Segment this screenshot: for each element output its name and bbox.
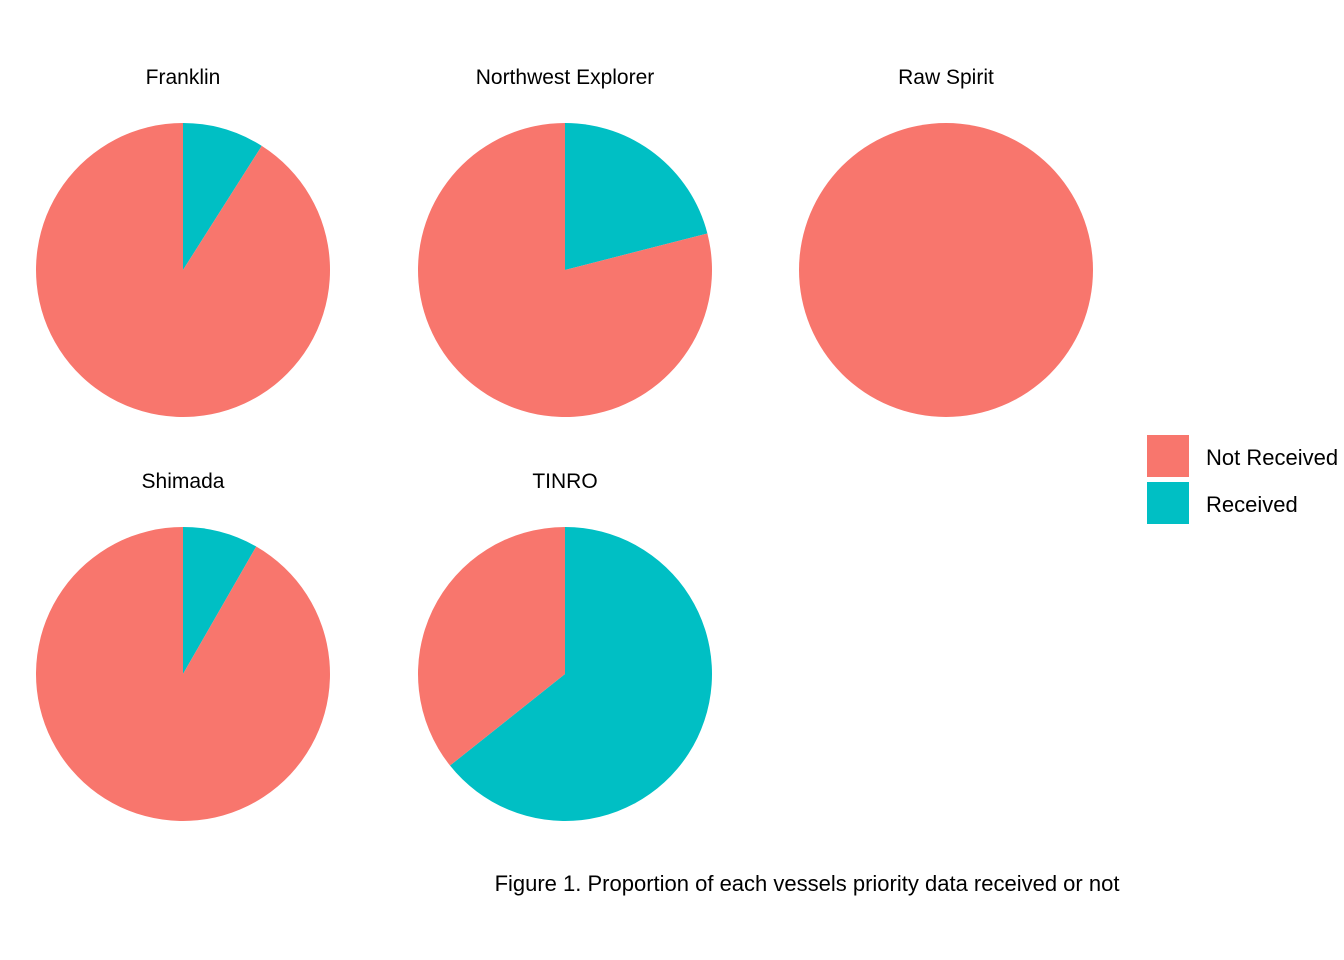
pie-panel-shimada: Shimada bbox=[35, 470, 330, 821]
legend: Not Received Received bbox=[1147, 435, 1338, 524]
pie-slice-northwest-explorer-not-received bbox=[417, 122, 712, 417]
panel-title-shimada: Shimada bbox=[142, 470, 225, 493]
panel-title-franklin: Franklin bbox=[146, 66, 221, 89]
legend-label-not-received: Not Received bbox=[1206, 445, 1338, 470]
panel-title-raw-spirit: Raw Spirit bbox=[898, 66, 994, 89]
panel-title-northwest-explorer: Northwest Explorer bbox=[476, 66, 655, 89]
pie-slice-franklin-received bbox=[183, 123, 262, 270]
pie-slice-tinro-received bbox=[449, 527, 713, 821]
pie-slice-shimada-not-received bbox=[35, 527, 330, 821]
pie-slice-shimada-received bbox=[183, 527, 257, 674]
legend-label-received: Received bbox=[1206, 492, 1298, 517]
pie-panel-franklin: Franklin bbox=[36, 66, 331, 417]
pie-slice-tinro-not-received bbox=[418, 527, 565, 766]
panel-title-tinro: TINRO bbox=[532, 470, 597, 493]
pie-panel-raw-spirit: Raw Spirit bbox=[799, 66, 1093, 417]
pie-slice-raw-spirit-not-received bbox=[799, 123, 1093, 417]
pie-slice-franklin-not-received bbox=[36, 123, 331, 417]
pie-slice-northwest-explorer-received bbox=[565, 123, 708, 270]
legend-swatch-received bbox=[1147, 482, 1189, 524]
figure-caption: Figure 1. Proportion of each vessels pri… bbox=[495, 871, 1120, 896]
pie-panel-northwest-explorer: Northwest Explorer bbox=[417, 66, 712, 417]
legend-swatch-not-received bbox=[1147, 435, 1189, 477]
pie-panel-tinro: TINRO bbox=[418, 470, 713, 821]
